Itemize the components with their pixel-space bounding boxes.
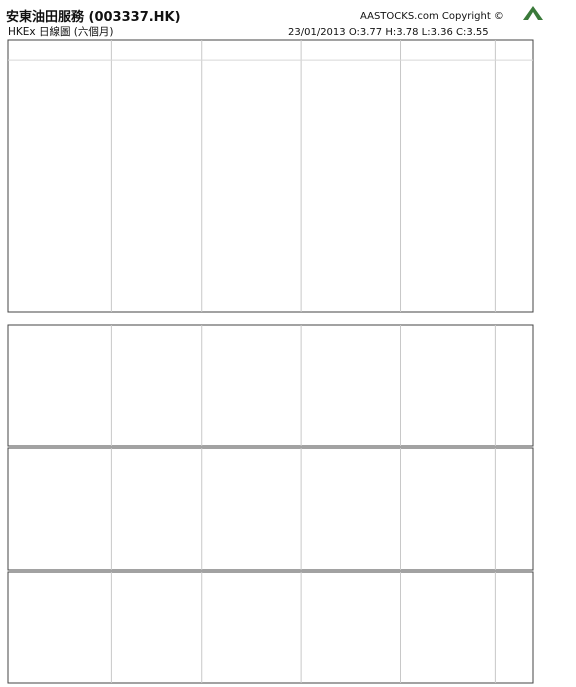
aastocks-logo — [523, 6, 543, 20]
chart-subtitle: HKEx 日線圖 (六個月) — [8, 25, 114, 38]
ohlc-readout: 23/01/2013 O:3.77 H:3.78 L:3.36 C:3.55 — [288, 27, 489, 38]
volume-panel — [7, 571, 534, 684]
macd-panel — [7, 447, 534, 571]
price-panel — [7, 39, 534, 313]
chart-title: 安東油田服務 (003337.HK) — [6, 9, 181, 25]
source-label: AASTOCKS.com Copyright © — [360, 11, 504, 22]
rsi-panel — [7, 324, 534, 447]
